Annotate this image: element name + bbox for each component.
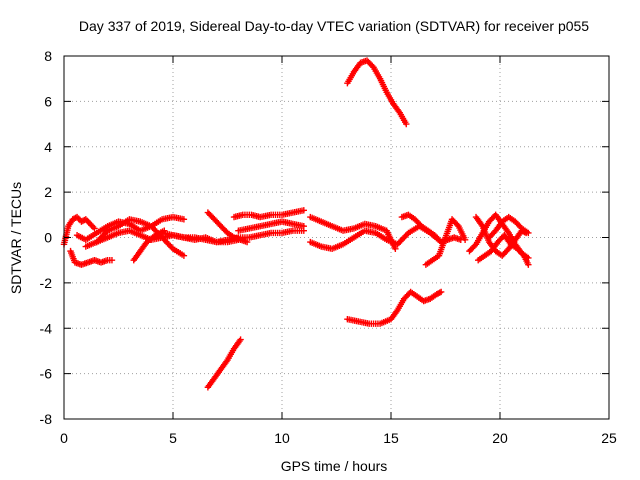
data-point	[300, 222, 307, 230]
data-point	[300, 207, 307, 214]
series-arc-15	[344, 288, 445, 327]
series-arc-16	[398, 211, 464, 246]
y-tick-label: 4	[44, 139, 52, 155]
chart-title: Day 337 of 2019, Sidereal Day-to-day VTE…	[79, 18, 589, 34]
data-point	[243, 238, 251, 246]
data-point-interp	[471, 242, 478, 249]
data-point-interp	[454, 221, 461, 228]
y-tick-label: 8	[44, 48, 52, 64]
grid-lines	[64, 56, 609, 419]
data-point	[91, 225, 98, 232]
series-arc-9	[230, 207, 307, 221]
data-point	[180, 216, 188, 223]
series-arc-8	[204, 209, 251, 246]
data-point	[392, 245, 399, 253]
x-tick-label: 25	[601, 430, 617, 446]
x-tick-label: 5	[169, 430, 177, 446]
y-tick-label: 2	[44, 184, 52, 200]
series-arc-11	[204, 336, 244, 391]
x-tick-label: 15	[383, 430, 399, 446]
data-point	[525, 261, 532, 268]
y-tick-label: -4	[40, 320, 53, 336]
y-axis-label: SDTVAR / TECUs	[8, 182, 24, 294]
y-tick-label: 0	[44, 230, 52, 246]
y-tick-label: -6	[40, 366, 53, 382]
series-arc-3	[73, 213, 188, 243]
series-arc-18	[466, 211, 532, 262]
data-points	[60, 57, 532, 391]
data-point	[108, 256, 116, 264]
data-point	[437, 288, 445, 296]
x-tick-label: 0	[60, 430, 68, 446]
y-tick-label: -8	[40, 411, 53, 427]
x-tick-label: 20	[492, 430, 508, 446]
data-point	[180, 252, 188, 259]
data-point	[403, 120, 410, 128]
x-axis-label: GPS time / hours	[281, 458, 388, 474]
axis-ticks: 0 5 10 15 20 25 -8 -6 -4 -2 0 2 4 6 8	[40, 48, 617, 446]
series-arc-20	[485, 213, 532, 241]
series-arc-17	[422, 216, 469, 268]
data-point	[461, 236, 469, 243]
series-arc-21	[475, 232, 532, 268]
y-tick-label: -2	[40, 275, 53, 291]
series-arc-7	[158, 227, 307, 246]
series-arc-13	[307, 213, 399, 253]
data-point	[525, 229, 532, 237]
series-arc-14	[344, 57, 410, 128]
series-arc-2	[67, 247, 116, 268]
y-tick-label: 6	[44, 93, 52, 109]
series-arc-10	[235, 218, 307, 234]
data-point	[237, 336, 244, 343]
data-point-interp	[369, 62, 376, 70]
series-arc-5	[93, 216, 188, 259]
x-tick-label: 10	[274, 430, 290, 446]
